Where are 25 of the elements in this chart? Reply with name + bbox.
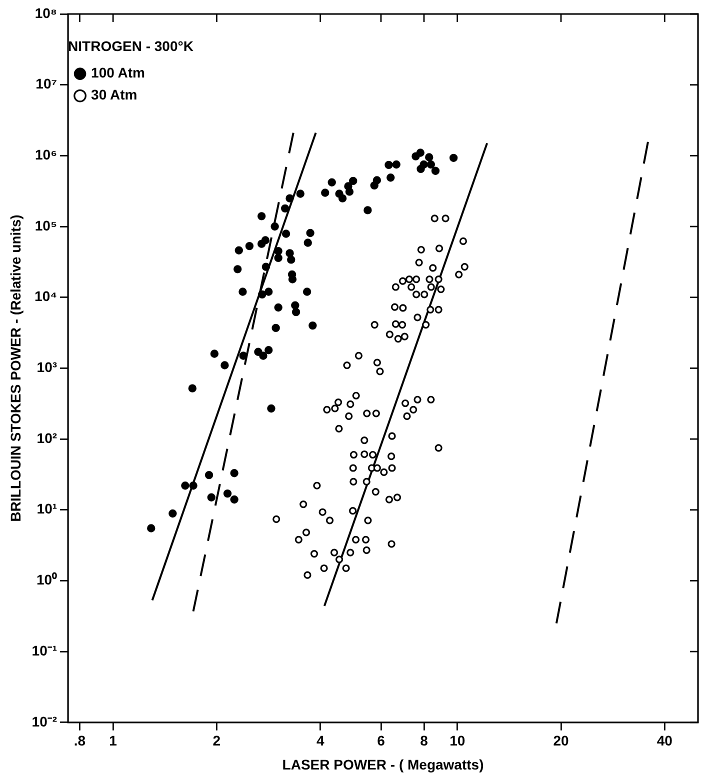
y-tick-label: 10⁻² <box>32 713 58 730</box>
y-axis-title: BRILLOUIN STOKES POWER - (Relative units) <box>7 214 24 522</box>
y-tick-label: 10⁵ <box>34 217 58 234</box>
x-tick-label: 10 <box>450 732 466 749</box>
x-tick-label: 20 <box>553 732 569 749</box>
x-tick-label: .8 <box>74 732 86 749</box>
x-tick-label: 40 <box>656 732 673 749</box>
legend-label: 30 Atm <box>91 86 138 103</box>
legend-label: 100 Atm <box>91 64 145 81</box>
x-tick-label: 8 <box>420 732 428 749</box>
x-axis-title: LASER POWER - ( Megawatts) <box>282 756 484 772</box>
y-tick-label: 10⁶ <box>35 146 58 163</box>
y-tick-label: 10² <box>36 430 58 446</box>
x-tick-label: 2 <box>212 732 221 749</box>
y-tick-label: 10⁰ <box>36 572 58 588</box>
y-tick-label: 10⁻¹ <box>32 642 58 658</box>
y-tick-label: 10³ <box>36 359 58 376</box>
y-tick-label: 10⁷ <box>36 76 58 92</box>
legend-title: NITROGEN - 300°K <box>68 38 194 54</box>
y-tick-label: 10⁴ <box>34 288 58 304</box>
y-tick-label: 10⁸ <box>34 4 58 21</box>
x-tick-label: 4 <box>316 732 324 749</box>
x-tick-label: 1 <box>109 732 118 749</box>
x-tick-label: 6 <box>377 732 386 749</box>
y-tick-label: 10¹ <box>36 500 58 517</box>
